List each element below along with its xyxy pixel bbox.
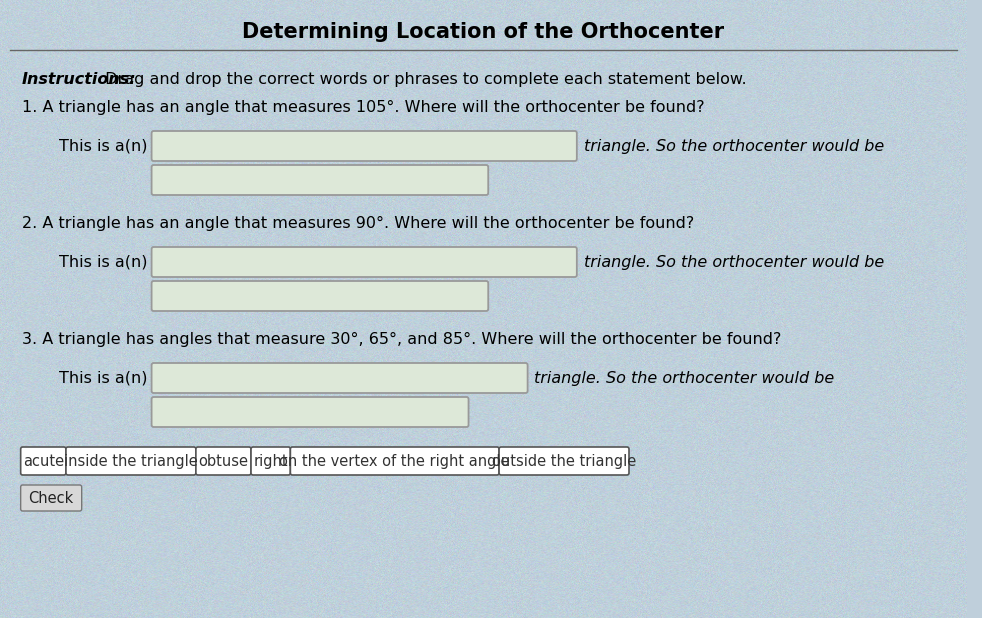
Text: right: right [253,454,288,468]
FancyBboxPatch shape [151,247,576,277]
FancyBboxPatch shape [21,485,82,511]
Text: inside the triangle: inside the triangle [64,454,197,468]
FancyBboxPatch shape [21,447,66,475]
Text: 2. A triangle has an angle that measures 90°. Where will the orthocenter be foun: 2. A triangle has an angle that measures… [22,216,694,231]
Text: triangle. So the orthocenter would be: triangle. So the orthocenter would be [534,371,835,386]
Text: triangle. So the orthocenter would be: triangle. So the orthocenter would be [583,255,884,269]
Text: This is a(n): This is a(n) [59,371,147,386]
Text: This is a(n): This is a(n) [59,255,147,269]
FancyBboxPatch shape [66,447,195,475]
Text: Determining Location of the Orthocenter: Determining Location of the Orthocenter [243,22,725,42]
Text: acute: acute [23,454,64,468]
Text: Check: Check [28,491,74,506]
FancyBboxPatch shape [151,363,527,393]
FancyBboxPatch shape [291,447,499,475]
Text: 1. A triangle has an angle that measures 105°. Where will the orthocenter be fou: 1. A triangle has an angle that measures… [22,100,704,115]
Text: Instructions:: Instructions: [22,72,136,87]
FancyBboxPatch shape [251,447,291,475]
Text: This is a(n): This is a(n) [59,138,147,153]
FancyBboxPatch shape [151,281,488,311]
Text: Drag and drop the correct words or phrases to complete each statement below.: Drag and drop the correct words or phras… [100,72,747,87]
Text: outside the triangle: outside the triangle [492,454,636,468]
Text: on the vertex of the right angle: on the vertex of the right angle [280,454,510,468]
Text: triangle. So the orthocenter would be: triangle. So the orthocenter would be [583,138,884,153]
Text: obtuse: obtuse [198,454,248,468]
Text: 3. A triangle has angles that measure 30°, 65°, and 85°. Where will the orthocen: 3. A triangle has angles that measure 30… [22,332,781,347]
FancyBboxPatch shape [151,165,488,195]
FancyBboxPatch shape [499,447,629,475]
FancyBboxPatch shape [151,397,468,427]
FancyBboxPatch shape [151,131,576,161]
FancyBboxPatch shape [195,447,251,475]
